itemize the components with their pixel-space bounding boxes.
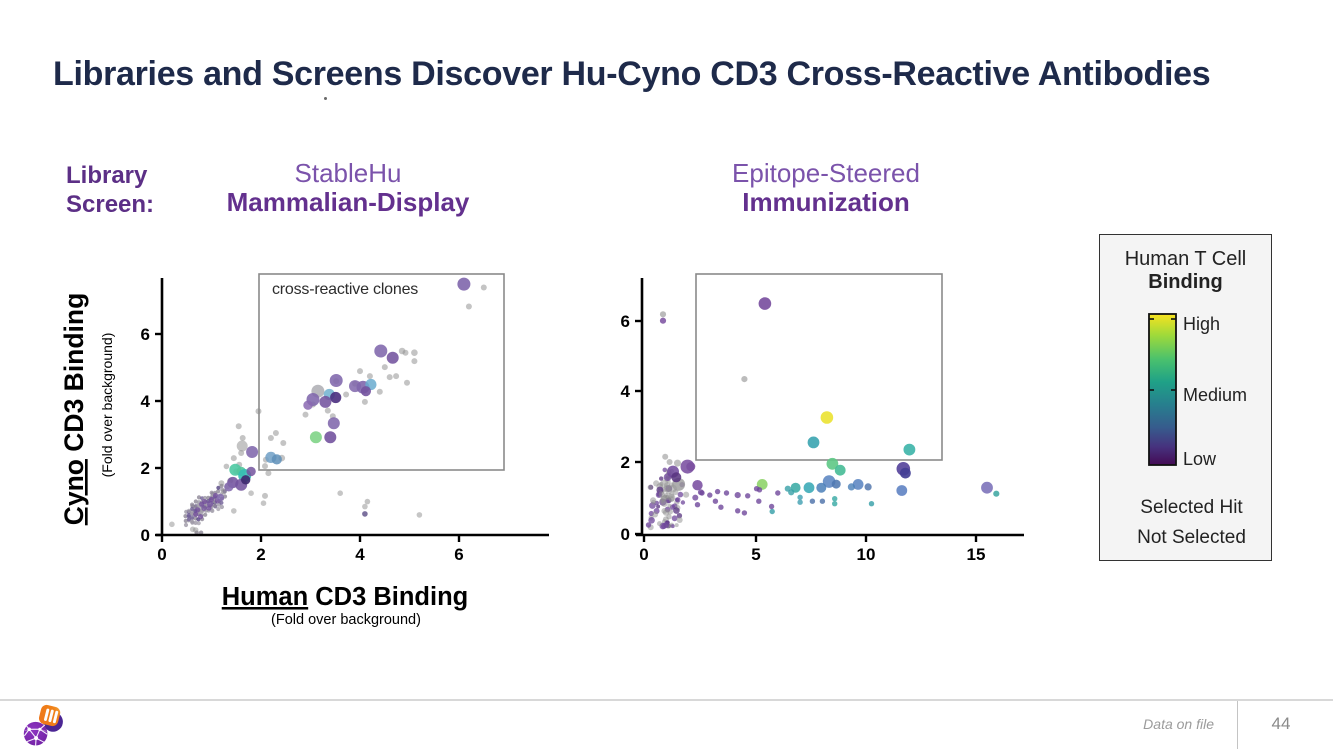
svg-text:6: 6: [141, 325, 150, 344]
svg-text:0: 0: [621, 525, 630, 544]
svg-text:5: 5: [751, 545, 760, 564]
svg-text:10: 10: [857, 545, 876, 564]
svg-text:6: 6: [621, 312, 630, 331]
svg-text:2: 2: [141, 459, 150, 478]
svg-text:(Fold over background): (Fold over background): [271, 612, 421, 628]
svg-text:Cyno CD3 Binding: Cyno CD3 Binding: [59, 293, 89, 526]
svg-text:0: 0: [157, 545, 166, 564]
svg-text:0: 0: [639, 545, 648, 564]
svg-text:(Fold over background): (Fold over background): [99, 333, 115, 478]
svg-text:0: 0: [141, 526, 150, 545]
svg-text:6: 6: [454, 545, 463, 564]
svg-text:4: 4: [355, 545, 365, 564]
svg-text:Human CD3 Binding: Human CD3 Binding: [222, 583, 469, 611]
svg-text:4: 4: [141, 392, 151, 411]
svg-text:2: 2: [256, 545, 265, 564]
svg-text:4: 4: [621, 382, 631, 401]
svg-text:15: 15: [967, 545, 986, 564]
svg-text:cross-reactive clones: cross-reactive clones: [272, 281, 418, 298]
svg-text:2: 2: [621, 453, 630, 472]
